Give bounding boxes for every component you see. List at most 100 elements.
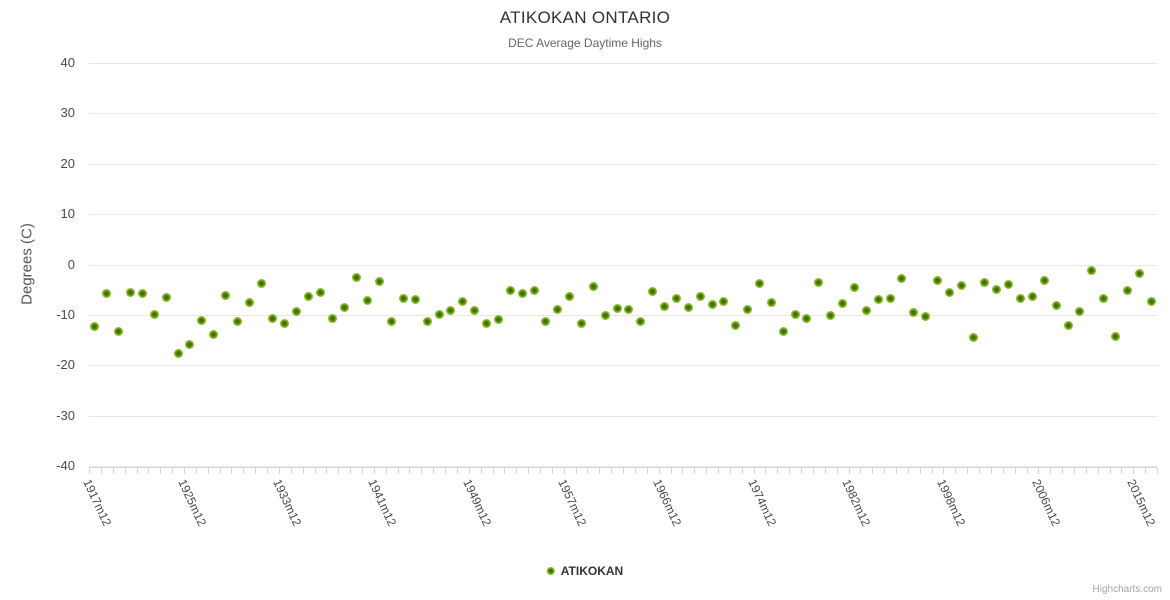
data-point[interactable] — [624, 304, 634, 314]
data-point[interactable] — [980, 278, 990, 288]
data-point[interactable] — [292, 307, 302, 317]
data-point[interactable] — [861, 305, 871, 315]
data-point[interactable] — [149, 309, 159, 319]
data-point[interactable] — [197, 316, 207, 326]
data-point[interactable] — [375, 276, 385, 286]
data-point[interactable] — [327, 313, 337, 323]
data-point[interactable] — [790, 310, 800, 320]
data-point[interactable] — [280, 318, 290, 328]
data-point[interactable] — [1122, 285, 1132, 295]
data-point[interactable] — [114, 327, 124, 336]
data-point[interactable] — [517, 288, 527, 298]
data-point[interactable] — [802, 314, 812, 324]
data-point[interactable] — [126, 287, 135, 297]
data-point[interactable] — [1099, 294, 1109, 304]
data-point[interactable] — [565, 291, 575, 301]
x-axis-tick — [907, 468, 909, 474]
data-point[interactable] — [268, 314, 278, 324]
data-point[interactable] — [885, 294, 895, 304]
data-point[interactable] — [102, 289, 112, 299]
data-point[interactable] — [956, 280, 966, 290]
data-point[interactable] — [968, 332, 978, 342]
data-point[interactable] — [232, 316, 242, 326]
data-point[interactable] — [743, 304, 753, 314]
x-axis-line — [89, 467, 1157, 468]
data-point[interactable] — [671, 293, 681, 303]
x-axis-tick — [1085, 468, 1087, 474]
data-point[interactable] — [90, 322, 100, 331]
data-point[interactable] — [470, 306, 480, 316]
data-point[interactable] — [493, 315, 503, 325]
data-point[interactable] — [648, 286, 658, 296]
data-point[interactable] — [1146, 297, 1156, 307]
data-point[interactable] — [707, 300, 717, 310]
data-point[interactable] — [304, 291, 313, 301]
x-axis-tick — [195, 468, 197, 474]
legend-item-atikokan[interactable]: ATIKOKAN — [546, 564, 623, 578]
data-point[interactable] — [826, 311, 836, 321]
data-point[interactable] — [458, 296, 468, 306]
data-point[interactable] — [256, 279, 266, 289]
data-point[interactable] — [873, 295, 883, 305]
data-point[interactable] — [505, 286, 515, 296]
data-point[interactable] — [1027, 292, 1037, 302]
data-point[interactable] — [1051, 300, 1061, 310]
data-point[interactable] — [529, 285, 539, 295]
data-point[interactable] — [731, 321, 741, 330]
data-point[interactable] — [482, 319, 491, 329]
data-point[interactable] — [1016, 294, 1025, 304]
data-point[interactable] — [137, 288, 147, 298]
data-point[interactable] — [422, 316, 432, 326]
data-point[interactable] — [1134, 269, 1144, 279]
data-point[interactable] — [909, 308, 919, 318]
data-point[interactable] — [921, 311, 931, 321]
data-point[interactable] — [363, 295, 373, 305]
data-point[interactable] — [755, 279, 764, 289]
data-point[interactable] — [1004, 279, 1014, 289]
data-point[interactable] — [173, 349, 183, 359]
data-point[interactable] — [933, 275, 942, 285]
data-point[interactable] — [209, 330, 219, 339]
data-point[interactable] — [766, 297, 776, 307]
data-point[interactable] — [434, 310, 444, 320]
data-point[interactable] — [600, 311, 610, 321]
data-point[interactable] — [849, 282, 859, 292]
highcharts-credits-link[interactable]: Highcharts.com — [1092, 584, 1162, 595]
data-point[interactable] — [719, 297, 729, 307]
data-point[interactable] — [588, 281, 598, 291]
data-point[interactable] — [814, 278, 824, 288]
data-point[interactable] — [221, 290, 230, 300]
data-point[interactable] — [577, 318, 586, 328]
data-point[interactable] — [612, 304, 622, 314]
x-axis-tick — [658, 468, 660, 474]
data-point[interactable] — [1087, 265, 1097, 275]
data-point[interactable] — [944, 287, 954, 297]
data-point[interactable] — [1111, 331, 1120, 341]
data-point[interactable] — [541, 316, 551, 326]
data-point[interactable] — [339, 302, 349, 312]
data-point[interactable] — [387, 316, 397, 326]
data-point[interactable] — [446, 306, 456, 316]
data-point[interactable] — [315, 288, 325, 298]
data-point[interactable] — [660, 302, 669, 312]
data-point[interactable] — [399, 294, 408, 304]
data-point[interactable] — [838, 299, 847, 309]
data-point[interactable] — [1075, 307, 1085, 317]
data-point[interactable] — [553, 305, 563, 315]
data-point[interactable] — [1039, 275, 1049, 285]
data-point[interactable] — [636, 316, 646, 326]
x-axis-tick — [587, 468, 589, 474]
data-point[interactable] — [1063, 321, 1073, 330]
x-axis-tick — [812, 468, 814, 474]
data-point[interactable] — [683, 302, 693, 312]
data-point[interactable] — [161, 292, 171, 302]
data-point[interactable] — [992, 285, 1002, 295]
data-point[interactable] — [897, 274, 907, 284]
data-point[interactable] — [695, 291, 705, 301]
data-point[interactable] — [351, 272, 361, 282]
x-axis-tick — [967, 468, 969, 474]
data-point[interactable] — [778, 326, 788, 336]
data-point[interactable] — [244, 298, 254, 308]
data-point[interactable] — [185, 339, 195, 349]
data-point[interactable] — [410, 294, 420, 304]
